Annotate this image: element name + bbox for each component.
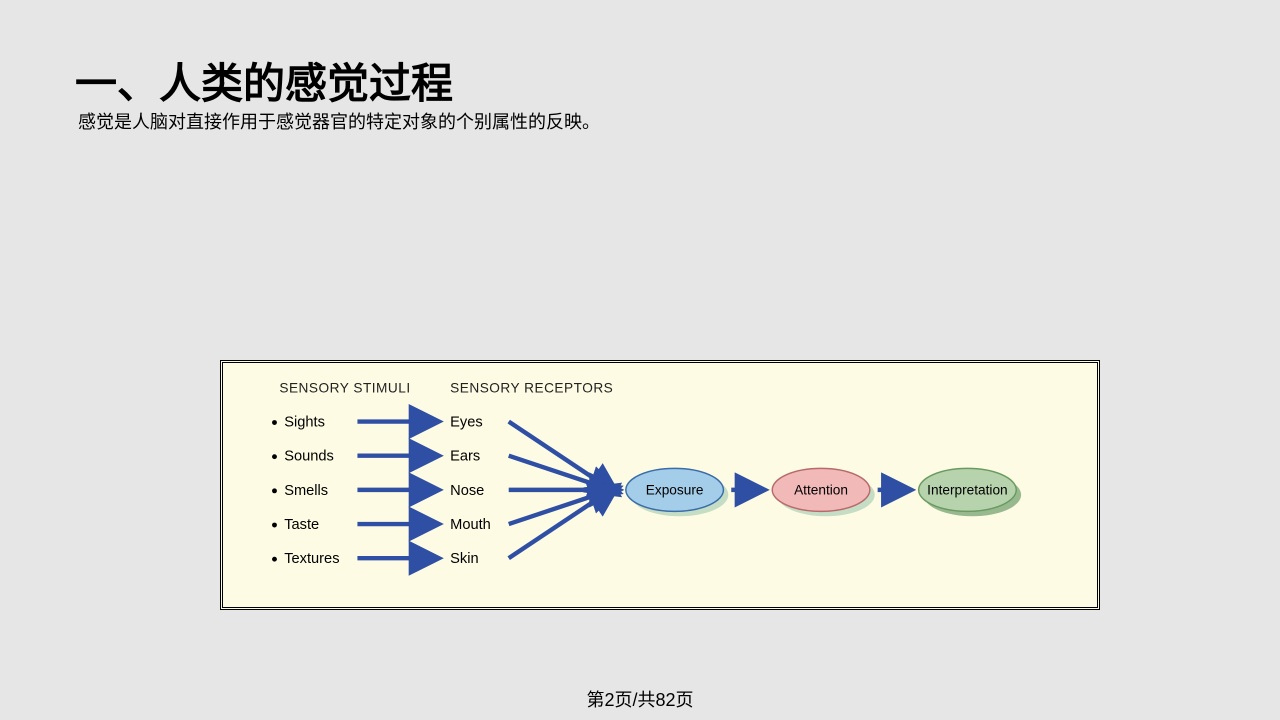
stage-label: Interpretation: [927, 482, 1007, 497]
bullet: [272, 454, 277, 459]
header-receptors: SENSORY RECEPTORS: [450, 380, 613, 395]
receptor-label: Mouth: [450, 517, 491, 533]
stage-label: Exposure: [646, 482, 704, 497]
receptor-label: Skin: [450, 551, 478, 567]
stimulus-label: Sights: [284, 414, 325, 430]
bullet: [272, 523, 277, 528]
arrow-converge: [509, 490, 611, 558]
bullet: [272, 488, 277, 493]
page-indicator: 第2页/共82页: [586, 686, 693, 712]
page-subtitle: 感觉是人脑对直接作用于感觉器官的特定对象的个别属性的反映。: [78, 108, 600, 134]
diagram-svg: SENSORY STIMULI SENSORY RECEPTORS Sights Ey…: [223, 363, 1097, 607]
arrow-converge: [509, 490, 611, 524]
arrow-converge: [509, 422, 611, 490]
arrow-converge: [509, 456, 611, 490]
bullet: [272, 557, 277, 562]
stimulus-label: Smells: [284, 483, 328, 499]
receptor-label: Eyes: [450, 414, 483, 430]
stimulus-label: Sounds: [284, 449, 334, 465]
stage-label: Attention: [794, 482, 848, 497]
bullet: [272, 420, 277, 425]
page-title: 一、人类的感觉过程: [75, 50, 453, 111]
stimulus-label: Textures: [284, 551, 339, 567]
receptor-label: Nose: [450, 483, 484, 499]
stimulus-label: Taste: [284, 517, 319, 533]
perception-diagram: SENSORY STIMULI SENSORY RECEPTORS Sights Ey…: [220, 360, 1100, 610]
receptor-label: Ears: [450, 449, 480, 465]
header-stimuli: SENSORY STIMULI: [279, 380, 410, 395]
